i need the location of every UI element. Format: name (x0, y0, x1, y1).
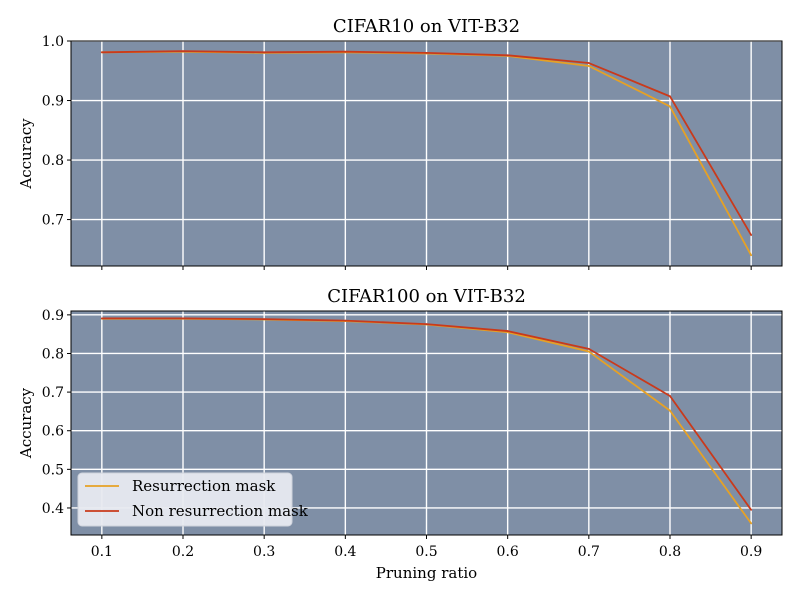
data-point-2 (344, 50, 347, 53)
data-point-2 (587, 62, 590, 64)
legend-label-1: Resurrection mask (132, 477, 276, 495)
x-tick-label: 0.6 (497, 544, 519, 560)
legend: Resurrection mask Non resurrection mask (77, 472, 309, 527)
data-point-2 (182, 50, 184, 53)
data-point-2 (425, 323, 428, 326)
legend-box (77, 472, 293, 527)
x-tick-label: 0.9 (740, 544, 762, 560)
data-point-2 (100, 317, 103, 320)
data-point-2 (750, 508, 753, 511)
data-point-1 (669, 409, 671, 412)
x-tick-label: 0.5 (415, 544, 437, 560)
y-tick-label: 0.6 (42, 424, 64, 440)
y-tick-label: 0.8 (42, 346, 64, 362)
x-tick-label: 0.1 (91, 544, 113, 560)
data-point-2 (344, 319, 347, 322)
y-tick-label: 0.9 (42, 308, 64, 324)
y-tick-label: 0.5 (42, 462, 64, 478)
x-tick-label: 0.7 (578, 544, 600, 560)
y-tick-label: 0.7 (42, 385, 64, 401)
data-point-2 (506, 54, 509, 57)
data-point-1 (587, 350, 590, 353)
data-point-2 (100, 51, 103, 54)
chart-title: CIFAR100 on VIT-B32 (327, 286, 526, 307)
chart-panel-2: 0.4 0.5 0.6 0.7 0.8 0.9 0.1 0.2 0.3 0.4 0.5 0.6 0.7 0… (17, 286, 783, 582)
y-tick-label: 0.4 (42, 501, 64, 517)
y-tick-label: 0.8 (42, 153, 64, 169)
y-axis-label: Accuracy (17, 387, 35, 459)
data-point-2 (425, 52, 428, 54)
data-point-1 (750, 254, 753, 257)
x-tick-label: 0.4 (334, 544, 356, 560)
x-tick-label: 0.2 (172, 544, 194, 560)
data-point-2 (506, 330, 509, 332)
data-point-2 (669, 95, 671, 98)
y-tick-label: 0.7 (42, 213, 64, 229)
chart-panel-1: 0.7 0.8 0.9 1.0 CIFAR10 on VIT-B32 Accuracy (17, 16, 783, 270)
x-tick-label: 0.3 (253, 544, 275, 560)
data-point-2 (263, 318, 266, 321)
y-axis-label: Accuracy (17, 118, 35, 190)
x-tick-label: 0.8 (659, 544, 681, 560)
data-point-1 (587, 65, 590, 67)
x-axis-label: Pruning ratio (376, 564, 477, 582)
data-point-1 (750, 522, 753, 525)
data-point-2 (669, 395, 671, 397)
data-point-1 (669, 105, 671, 108)
data-point-2 (750, 234, 753, 236)
y-tick-label: 1.0 (42, 34, 64, 50)
legend-label-2: Non resurrection mask (132, 502, 309, 520)
data-point-2 (263, 51, 266, 54)
y-tick-label: 0.9 (42, 94, 64, 110)
data-point-2 (587, 347, 590, 350)
data-point-2 (182, 317, 184, 320)
chart-title: CIFAR10 on VIT-B32 (333, 16, 520, 37)
